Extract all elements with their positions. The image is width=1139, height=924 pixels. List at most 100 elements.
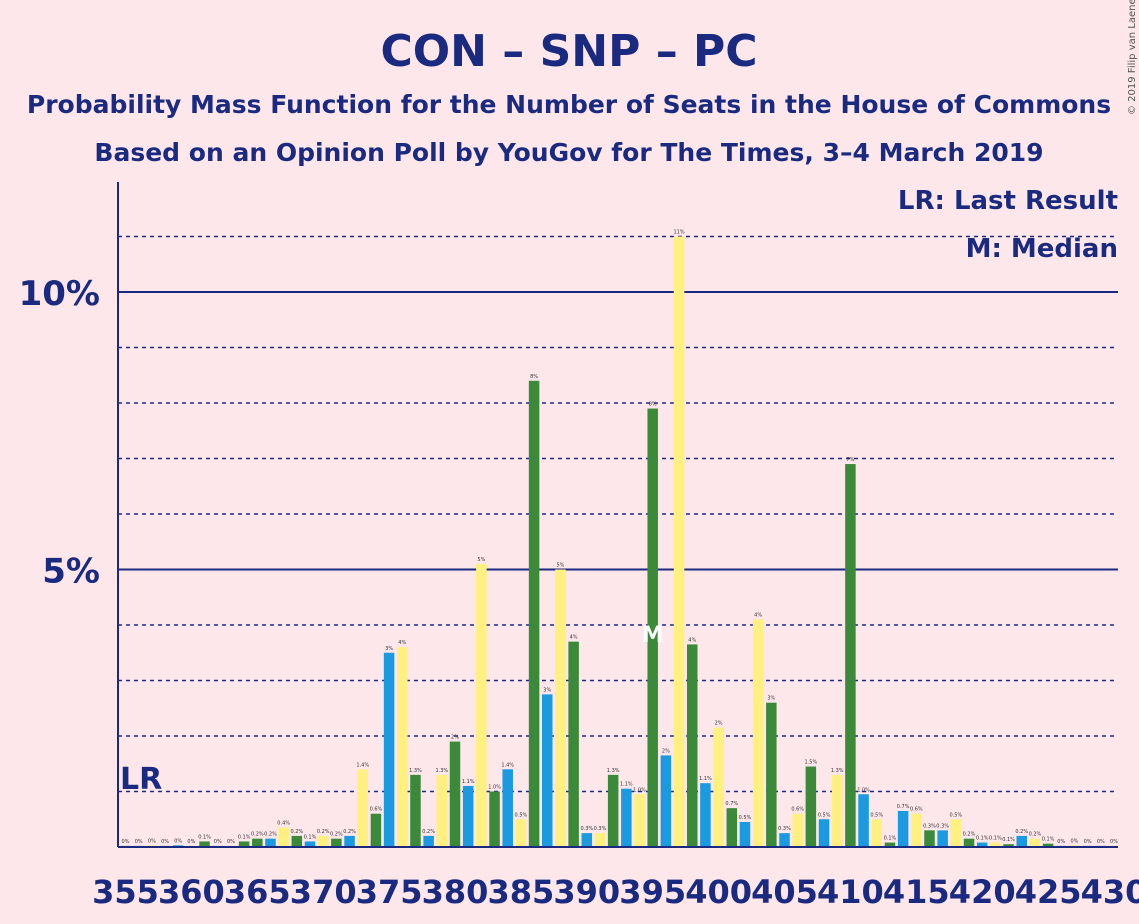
bar-372	[344, 835, 355, 847]
bar-377	[410, 774, 421, 847]
bar-420	[976, 842, 988, 847]
bar-label-370: 0.2%	[317, 829, 330, 835]
last-result-marker: LR	[120, 762, 162, 797]
bar-label-406: 0.6%	[791, 807, 804, 813]
bar-label-380: 2%	[451, 735, 459, 741]
bar-399	[700, 783, 711, 847]
bar-label-388: 5%	[556, 563, 564, 569]
bar-label-421: 0.1%	[989, 836, 1002, 842]
bar-label-403: 4%	[754, 612, 762, 618]
gridlines	[118, 235, 1118, 793]
bar-label-408: 0.5%	[818, 812, 831, 818]
bar-label-357: 0%	[148, 838, 156, 844]
bar-365	[252, 838, 263, 847]
bar-383	[489, 791, 500, 847]
bar-label-358: 0%	[161, 839, 169, 845]
bar-387	[542, 694, 553, 847]
bar-label-426: 0%	[1057, 839, 1065, 845]
bar-423	[1016, 835, 1027, 847]
x-tick-label: 430	[1081, 873, 1139, 911]
bar-390	[581, 833, 593, 847]
bar-label-367: 0.4%	[277, 821, 290, 827]
bar-label-386: 8%	[530, 374, 538, 380]
bar-416	[924, 830, 935, 847]
bar-410	[845, 464, 856, 847]
bar-label-400: 2%	[715, 721, 723, 727]
bar-408	[818, 819, 830, 847]
bar-label-427: 0%	[1070, 838, 1078, 844]
bar-label-401: 0.7%	[725, 801, 738, 807]
median-marker: M	[642, 623, 664, 648]
bar-label-375: 3%	[385, 646, 393, 652]
bar-label-404: 3%	[767, 696, 775, 702]
axes: 5%10%355 360 365 370 375 380 385 390 395 400 405 41…	[19, 182, 1139, 911]
bar-label-356: 0%	[135, 839, 143, 845]
bar-label-423: 0.2%	[1015, 829, 1028, 835]
bar-380	[449, 741, 461, 847]
bar-label-365: 0.2%	[251, 832, 264, 838]
x-tick-label: 405	[751, 873, 818, 911]
bar-label-430: 0%	[1110, 839, 1118, 845]
x-tick-label: 360	[158, 873, 225, 911]
bar-label-428: 0%	[1084, 839, 1092, 845]
bar-402	[739, 822, 751, 847]
bar-label-409: 1.3%	[831, 768, 844, 774]
bar-361	[199, 841, 210, 847]
bar-label-414: 0.7%	[897, 804, 910, 810]
bar-398	[686, 644, 698, 847]
bar-label-415: 0.6%	[910, 807, 923, 813]
bar-labels-group: 0% 0% 0% 0% 0% 0%0.1%0% 0%0.1% 0.2% 0.2%0.4%0.2%…	[122, 230, 1119, 845]
bar-label-419: 0.2%	[963, 832, 976, 838]
bar-413	[884, 842, 896, 847]
x-tick-label: 395	[619, 873, 686, 911]
bar-label-373: 1.4%	[356, 762, 369, 768]
bar-label-402: 0.5%	[739, 815, 752, 821]
bar-label-369: 0.1%	[304, 834, 317, 840]
copyright-text: © 2019 Filip van Laenen	[1127, 0, 1138, 115]
bar-391	[594, 833, 606, 847]
bar-label-368: 0.2%	[290, 829, 303, 835]
bar-label-417: 0.3%	[936, 823, 949, 829]
bar-389	[568, 641, 579, 847]
bar-label-424: 0.2%	[1029, 832, 1042, 838]
bar-407	[805, 766, 817, 847]
bar-label-376: 4%	[398, 640, 406, 646]
chart-subtitle-2: Based on an Opinion Poll by YouGov for T…	[94, 138, 1043, 167]
bar-label-420: 0.1%	[976, 836, 989, 842]
bar-404	[766, 702, 777, 847]
bar-label-393: 1.1%	[620, 782, 633, 788]
bar-label-378: 0.2%	[422, 829, 435, 835]
bar-label-397: 11%	[673, 230, 684, 236]
bar-373	[357, 769, 368, 847]
bars-group	[120, 236, 1120, 847]
bar-378	[423, 835, 434, 847]
legend-last-result: LR: Last Result	[898, 186, 1118, 216]
bar-label-395: 8%	[649, 402, 657, 408]
x-tick-label: 390	[553, 873, 620, 911]
bar-label-407: 1.5%	[805, 760, 818, 766]
bar-369	[304, 841, 316, 847]
bar-label-362: 0%	[214, 839, 222, 845]
bar-label-383: 1.0%	[488, 785, 501, 791]
bar-label-360: 0%	[187, 839, 195, 845]
bar-379	[436, 774, 448, 847]
x-tick-label: 375	[356, 873, 423, 911]
bar-label-384: 1.4%	[501, 762, 514, 768]
bar-385	[515, 819, 527, 847]
x-tick-label: 365	[224, 873, 291, 911]
x-tick-label: 370	[290, 873, 357, 911]
bar-label-364: 0.1%	[238, 834, 251, 840]
x-tick-label: 385	[488, 873, 555, 911]
bar-401	[726, 808, 738, 847]
bar-368	[291, 835, 303, 847]
bar-label-361: 0.1%	[198, 834, 211, 840]
bar-label-385: 0.5%	[515, 812, 528, 818]
x-tick-label: 415	[883, 873, 950, 911]
x-tick-label: 380	[422, 873, 489, 911]
bar-label-413: 0.1%	[884, 836, 897, 842]
chart-subtitle: Probability Mass Function for the Number…	[27, 90, 1111, 119]
bar-411	[858, 794, 869, 847]
bar-364	[238, 841, 250, 847]
bar-397	[673, 236, 685, 847]
